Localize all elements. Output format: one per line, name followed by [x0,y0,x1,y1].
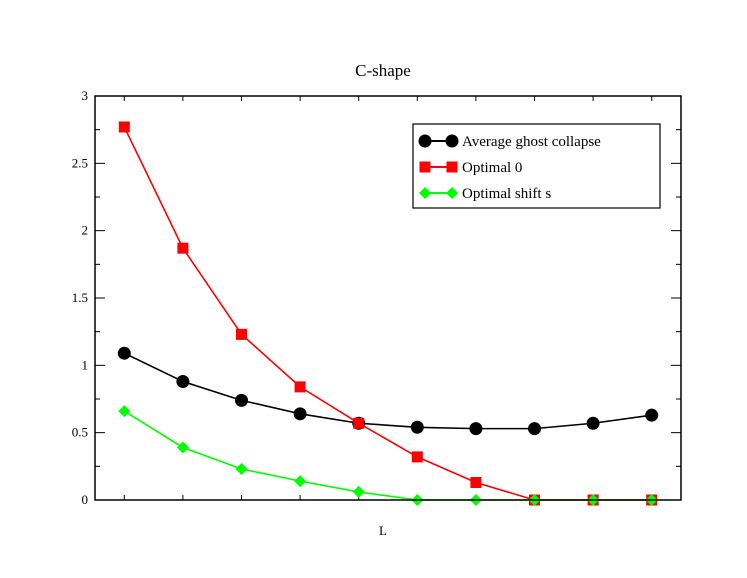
data-point-square [419,161,431,173]
plot-frame [94,95,682,501]
y-tick-label: 3 [82,88,89,103]
data-point-circle [445,134,459,148]
legend-label: Optimal shift s [462,186,551,202]
legend: Average ghost collapse Optimal 0 Optimal s… [412,123,661,209]
data-point-square [470,476,482,488]
y-tick-label: 2.5 [72,155,88,170]
data-point-square [236,328,247,340]
data-point-square [294,381,306,393]
y-tick-label: 1.5 [72,290,88,305]
data-point-square [177,242,189,254]
data-point-circle [645,408,659,422]
legend-entry: Optimal shift s [419,186,551,202]
data-point-diamond [352,485,365,498]
data-point-circle [117,346,131,360]
y-tick-label: 1 [82,357,89,372]
y-tick-label: 0 [82,492,89,507]
data-point-square [118,121,130,133]
legend-entry: Average ghost collapse [418,134,601,150]
data-point-diamond [176,441,189,454]
legend-entries: Average ghost collapse Optimal 0 Optimal s… [418,134,601,202]
y-tick-label: 0.5 [72,425,88,440]
data-point-circle [469,422,483,436]
data-point-diamond [118,405,131,418]
legend-entry: Optimal 0 [419,160,522,176]
data-point-diamond [294,475,307,488]
axis-ticks: 0 0.5 1 1.5 2 2.5 3 [72,88,681,507]
data-point-square [353,417,365,429]
data-point-circle [418,134,432,148]
legend-label: Optimal 0 [462,160,522,176]
chart-title: C-shape [355,61,411,80]
legend-label: Average ghost collapse [462,134,601,150]
data-point-circle [410,420,424,434]
data-point-diamond [235,463,248,476]
data-point-diamond [419,187,431,199]
data-point-square [411,451,423,463]
data-point-circle [176,374,190,388]
x-axis-label: L [379,523,387,538]
data-point-circle [528,422,541,436]
data-point-circle [586,416,600,430]
data-series [117,121,659,506]
data-point-circle [293,407,307,421]
data-point-diamond [446,187,458,199]
data-point-circle [235,393,248,407]
series-line [123,352,652,430]
y-tick-label: 2 [82,223,89,238]
data-point-square [446,161,458,173]
